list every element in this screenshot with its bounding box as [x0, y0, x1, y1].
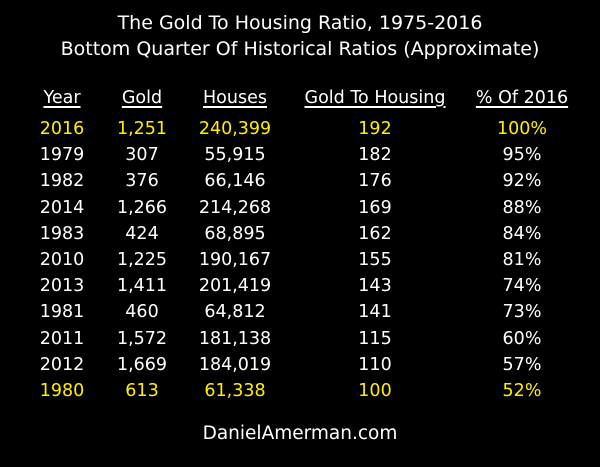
table-cell-gold: 1,251 — [116, 119, 168, 139]
table-cell-houses: 190,167 — [198, 250, 272, 270]
table-cell-gold: 1,225 — [116, 250, 168, 270]
table-cell-year: 2012 — [39, 354, 85, 375]
table-cell-pct: 52% — [502, 381, 542, 401]
table-cell-gold: 1,572 — [116, 328, 168, 349]
table-cell-gold: 376 — [125, 171, 159, 192]
table-cell-ratio: 100 — [358, 381, 392, 401]
table-cell-pct: 84% — [502, 223, 542, 244]
table-cell-pct: 57% — [502, 354, 542, 375]
table-cell-pct: 81% — [502, 250, 542, 270]
table-cell-houses: 184,019 — [198, 354, 272, 375]
table-cell-year: 2016 — [39, 119, 85, 139]
table-cell-year: 1979 — [39, 145, 85, 166]
table-cell-ratio: 110 — [358, 354, 392, 375]
table-cell-year: 1982 — [39, 171, 85, 192]
table-cell-gold: 424 — [125, 223, 159, 244]
table-cell-ratio: 192 — [358, 119, 392, 139]
table-cell-ratio: 182 — [358, 145, 392, 166]
table-cell-gold: 613 — [125, 381, 159, 401]
footer-site: DanielAmerman.com — [202, 423, 398, 444]
table-cell-houses: 214,268 — [198, 197, 272, 218]
column-header-gold: Gold — [121, 88, 163, 108]
table-cell-year: 2014 — [39, 197, 85, 218]
table-cell-ratio: 143 — [358, 276, 392, 297]
table-cell-houses: 181,138 — [198, 328, 272, 349]
table-cell-houses: 64,812 — [204, 302, 266, 323]
table-cell-pct: 92% — [502, 171, 542, 192]
table-cell-ratio: 115 — [358, 328, 392, 349]
table-cell-pct: 73% — [502, 302, 542, 323]
table-cell-houses: 66,146 — [204, 171, 266, 192]
table-title: The Gold To Housing Ratio, 1975-2016 — [117, 12, 483, 34]
column-header-year: Year — [43, 88, 81, 108]
table-cell-year: 1981 — [39, 302, 85, 323]
table-cell-gold: 1,266 — [116, 197, 168, 218]
table-cell-ratio: 155 — [358, 250, 392, 270]
column-header-ratio: Gold To Housing — [304, 88, 446, 108]
table-cell-houses: 240,399 — [198, 119, 272, 139]
column-header-pct: % Of 2016 — [475, 88, 569, 108]
table-cell-ratio: 176 — [358, 171, 392, 192]
table-cell-pct: 100% — [496, 119, 548, 139]
table-subtitle: Bottom Quarter Of Historical Ratios (App… — [60, 38, 540, 60]
table-cell-year: 1983 — [39, 223, 85, 244]
table-cell-houses: 201,419 — [198, 276, 272, 297]
table-cell-pct: 60% — [502, 328, 542, 349]
table-cell-gold: 1,411 — [116, 276, 168, 297]
table-cell-ratio: 169 — [358, 197, 392, 218]
table-cell-year: 2011 — [39, 328, 85, 349]
table-cell-ratio: 162 — [358, 223, 392, 244]
table-cell-pct: 88% — [502, 197, 542, 218]
table-cell-year: 2013 — [39, 276, 85, 297]
table-cell-houses: 61,338 — [204, 381, 266, 401]
table-cell-gold: 1,669 — [116, 354, 168, 375]
table-cell-ratio: 141 — [358, 302, 392, 323]
table-cell-year: 1980 — [39, 381, 85, 401]
table-cell-year: 2010 — [39, 250, 85, 270]
table-cell-pct: 74% — [502, 276, 542, 297]
table-cell-houses: 55,915 — [204, 145, 266, 166]
column-header-houses: Houses — [203, 88, 267, 108]
table-cell-gold: 460 — [125, 302, 159, 323]
table-cell-pct: 95% — [502, 145, 542, 166]
table-cell-gold: 307 — [125, 145, 159, 166]
table-cell-houses: 68,895 — [204, 223, 266, 244]
